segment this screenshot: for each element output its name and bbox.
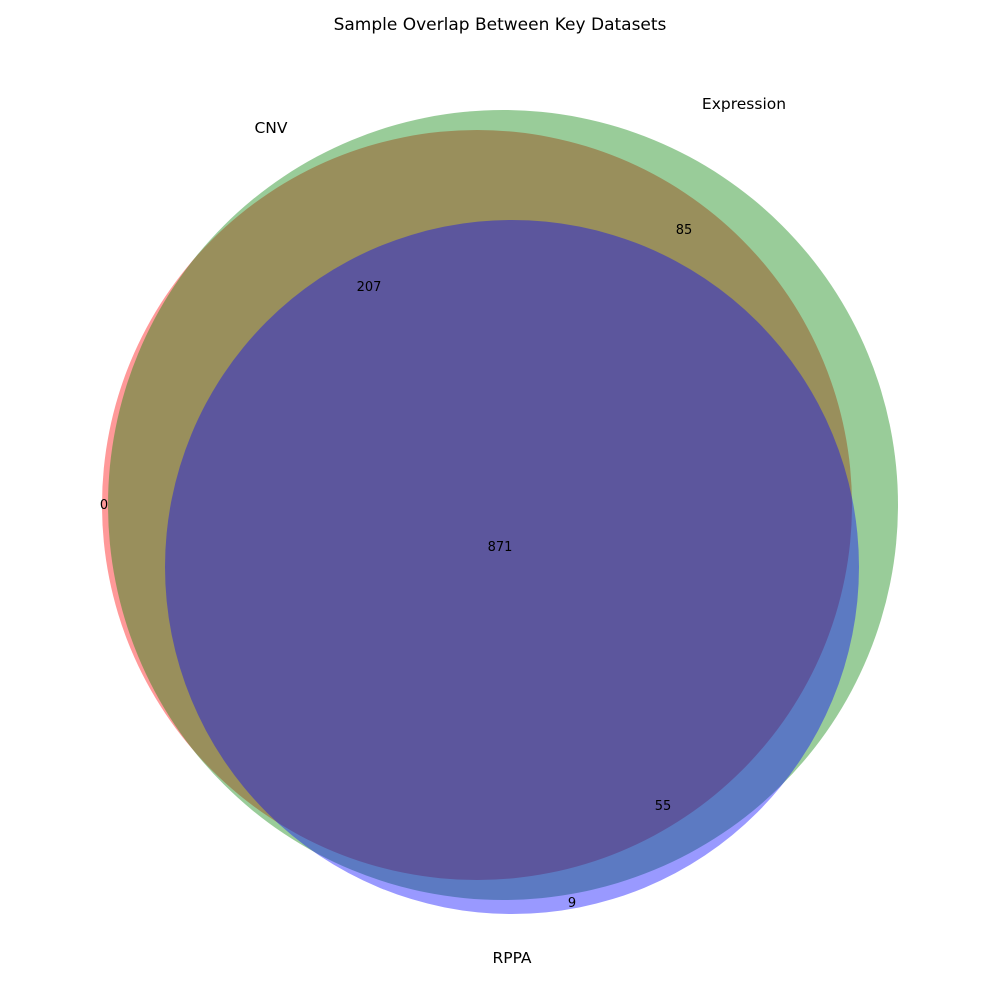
- set-label-expression: Expression: [702, 95, 786, 113]
- region-count-cnv-only: 0: [100, 498, 108, 513]
- set-label-rppa: RPPA: [492, 949, 531, 967]
- circle-rppa: [165, 220, 859, 914]
- set-label-cnv: CNV: [254, 119, 287, 137]
- region-count-expression-rppa: 55: [655, 799, 672, 814]
- region-count-cnv-expression: 207: [357, 280, 382, 295]
- region-count-all-three: 871: [488, 540, 513, 555]
- circle-cnv: [102, 130, 852, 880]
- region-count-rppa-only: 9: [568, 896, 576, 911]
- circle-expression: [108, 110, 898, 900]
- set-circles: [102, 110, 898, 914]
- chart-title: Sample Overlap Between Key Datasets: [334, 15, 667, 35]
- region-count-expression-only: 85: [676, 223, 693, 238]
